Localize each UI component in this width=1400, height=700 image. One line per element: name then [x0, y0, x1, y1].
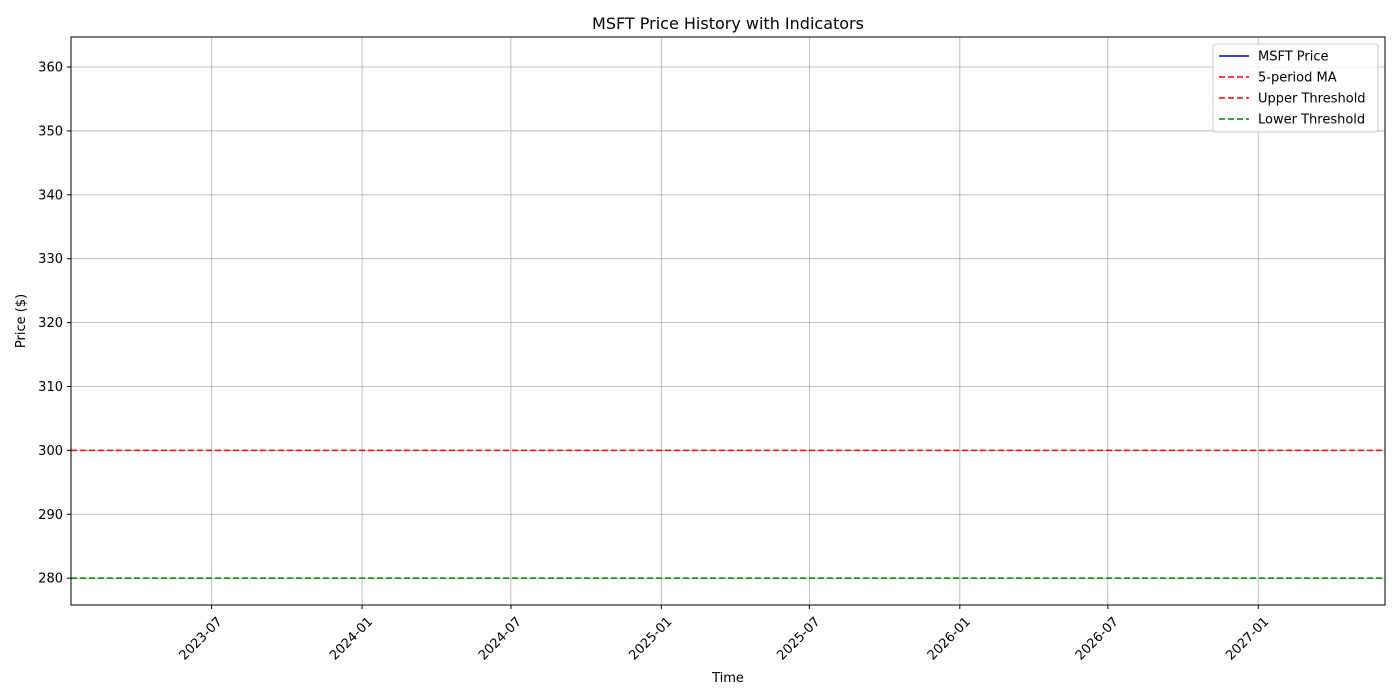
- y-tick-label: 340: [38, 188, 63, 203]
- series-layer: [71, 449, 1385, 579]
- legend-box: [1212, 43, 1379, 133]
- x-tick-label: 2023-07: [177, 614, 226, 663]
- y-tick-label: 300: [38, 444, 63, 459]
- x-tick-label: 2027-01: [1223, 614, 1272, 663]
- x-tick-label: 2026-07: [1073, 614, 1122, 663]
- y-tick-label: 280: [38, 572, 63, 587]
- y-axis-ticks: 280 290 300 310 320 330 340 350 360: [38, 61, 71, 587]
- x-tick-label: 2025-07: [774, 614, 823, 663]
- x-tick-label: 2025-01: [626, 614, 675, 663]
- y-tick-label: 350: [38, 124, 63, 139]
- y-tick-label: 310: [38, 380, 63, 395]
- chart-title: MSFT Price History with Indicators: [592, 14, 864, 33]
- legend-label: 5-period MA: [1258, 71, 1337, 86]
- legend-label: Lower Threshold: [1258, 113, 1365, 128]
- legend-label: MSFT Price: [1258, 50, 1329, 65]
- legend-items: MSFT Price 5-period MA Upper Threshold Lowe…: [1219, 50, 1366, 128]
- y-tick-label: 360: [38, 61, 63, 76]
- x-tick-label: 2024-01: [327, 614, 376, 663]
- y-axis-label: Price ($): [14, 294, 29, 348]
- x-tick-label: 2024-07: [476, 614, 525, 663]
- y-tick-label: 290: [38, 508, 63, 523]
- legend: MSFT Price 5-period MA Upper Threshold Lowe…: [1212, 43, 1379, 133]
- y-tick-label: 330: [38, 252, 63, 267]
- x-tick-label: 2026-01: [925, 614, 974, 663]
- plot-frame: [70, 36, 1386, 606]
- legend-label: Upper Threshold: [1258, 92, 1366, 107]
- y-tick-label: 320: [38, 316, 63, 331]
- x-axis-ticks: 2023-07 2024-01 2024-07 2025-01 2025-07 2026-…: [177, 605, 1272, 663]
- plot-area: [71, 37, 1385, 605]
- x-axis-label: Time: [711, 671, 744, 686]
